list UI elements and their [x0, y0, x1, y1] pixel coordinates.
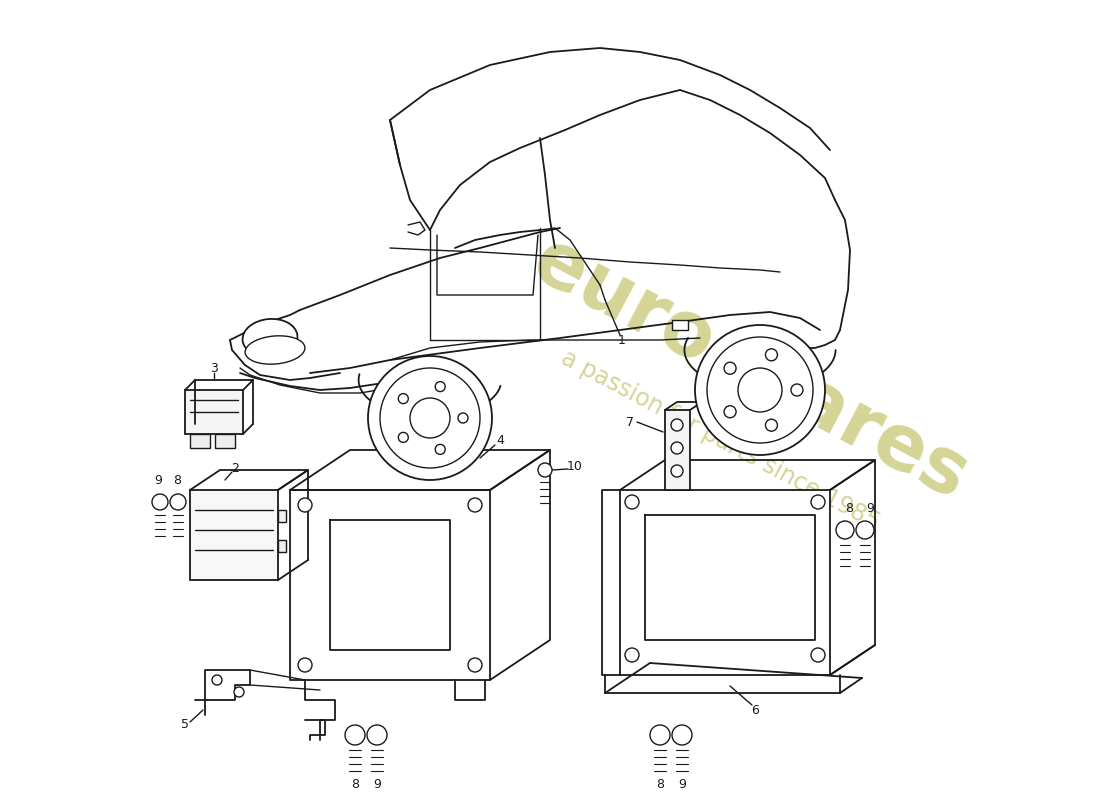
Circle shape: [811, 648, 825, 662]
Circle shape: [468, 658, 482, 672]
Circle shape: [468, 498, 482, 512]
Circle shape: [625, 648, 639, 662]
Text: 8: 8: [656, 778, 664, 791]
Circle shape: [791, 384, 803, 396]
Bar: [190, 490, 278, 580]
Text: 5: 5: [182, 718, 189, 731]
Circle shape: [650, 725, 670, 745]
Circle shape: [766, 419, 778, 431]
Circle shape: [234, 687, 244, 697]
Text: 10: 10: [568, 461, 583, 474]
Text: 2: 2: [231, 462, 239, 474]
Circle shape: [856, 521, 875, 539]
Circle shape: [379, 368, 480, 468]
Circle shape: [724, 362, 736, 374]
Circle shape: [298, 658, 312, 672]
Bar: [278, 510, 286, 522]
Bar: [190, 434, 210, 448]
Text: 9: 9: [373, 778, 381, 791]
Bar: [620, 490, 830, 675]
Text: 8: 8: [351, 778, 359, 791]
Circle shape: [671, 442, 683, 454]
Bar: [666, 410, 690, 490]
Text: 6: 6: [751, 703, 759, 717]
Circle shape: [836, 521, 854, 539]
Text: 8: 8: [173, 474, 182, 486]
Bar: [672, 320, 688, 330]
Circle shape: [672, 725, 692, 745]
Circle shape: [152, 494, 168, 510]
Ellipse shape: [245, 336, 305, 364]
Circle shape: [724, 406, 736, 418]
Ellipse shape: [243, 319, 297, 357]
Circle shape: [695, 325, 825, 455]
Text: 1: 1: [618, 334, 626, 346]
Circle shape: [671, 465, 683, 477]
Circle shape: [458, 413, 468, 423]
Text: 4: 4: [496, 434, 504, 446]
Circle shape: [436, 382, 446, 392]
Text: 8: 8: [845, 502, 853, 514]
Circle shape: [398, 394, 408, 404]
Bar: [214, 434, 235, 448]
Circle shape: [170, 494, 186, 510]
Circle shape: [811, 495, 825, 509]
Circle shape: [410, 398, 450, 438]
Circle shape: [345, 725, 365, 745]
Circle shape: [738, 368, 782, 412]
Circle shape: [367, 725, 387, 745]
Circle shape: [436, 444, 446, 454]
Text: 9: 9: [866, 502, 873, 514]
Text: 9: 9: [154, 474, 162, 486]
Circle shape: [398, 432, 408, 442]
Text: 7: 7: [626, 415, 634, 429]
Bar: [185, 390, 243, 434]
Text: 9: 9: [678, 778, 686, 791]
Circle shape: [766, 349, 778, 361]
Text: eurospares: eurospares: [519, 224, 980, 516]
Circle shape: [298, 498, 312, 512]
Circle shape: [707, 337, 813, 443]
Circle shape: [625, 495, 639, 509]
Circle shape: [671, 419, 683, 431]
Text: 3: 3: [210, 362, 218, 374]
Text: a passion for parts since 1985: a passion for parts since 1985: [557, 346, 883, 534]
Circle shape: [368, 356, 492, 480]
Circle shape: [538, 463, 552, 477]
Circle shape: [212, 675, 222, 685]
Bar: [278, 540, 286, 552]
